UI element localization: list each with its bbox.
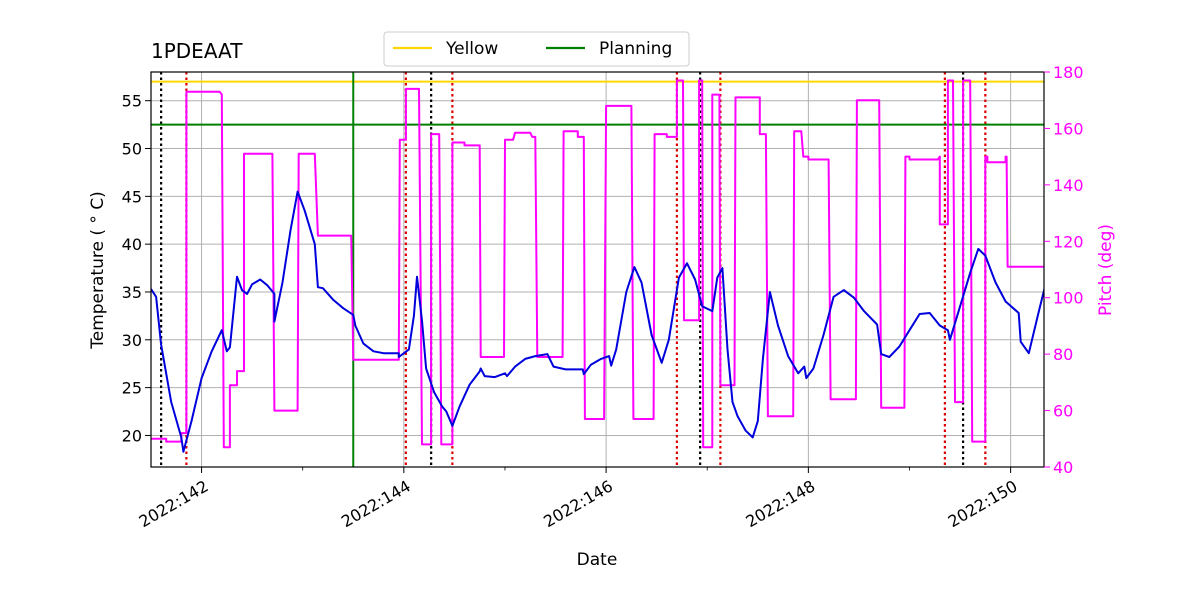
temperature-line [151, 190, 1044, 453]
x-tick-label: 2022:150 [945, 476, 1021, 531]
y2-tick-label: 80 [1053, 345, 1073, 364]
y2-axis-label: Pitch (deg) [1096, 224, 1116, 316]
y-tick-label: 25 [122, 379, 142, 398]
y2-tick-label: 140 [1053, 176, 1084, 195]
y-tick-label: 40 [122, 235, 142, 254]
pitch-line [151, 79, 1044, 449]
legend-label-planning: Planning [599, 39, 672, 59]
y-tick-label: 20 [122, 426, 142, 445]
y2-tick-label: 100 [1053, 289, 1084, 308]
y2-tick-label: 160 [1053, 119, 1084, 138]
x-tick-label: 2022:144 [338, 476, 414, 531]
y2-axis-ticks: 40 60 80 100 120 140 160 180 [1044, 63, 1084, 477]
y-tick-label: 55 [122, 92, 142, 111]
y-tick-label: 50 [122, 140, 142, 159]
y-tick-label: 45 [122, 187, 142, 206]
legend-box [383, 31, 690, 67]
legend: Yellow Planning [383, 31, 690, 67]
y2-tick-label: 180 [1053, 63, 1084, 82]
x-tick-label: 2022:148 [742, 476, 818, 531]
chart-title: 1PDEAAT [151, 39, 243, 63]
y-axis-label: Temperature ( ° C) [88, 191, 108, 350]
y-tick-label: 30 [122, 331, 142, 350]
legend-label-yellow: Yellow [445, 39, 498, 59]
limit-lines [151, 72, 1044, 467]
x-tick-label: 2022:142 [136, 476, 212, 531]
y2-tick-label: 120 [1053, 232, 1084, 251]
x-tick-label: 2022:146 [540, 476, 616, 531]
y-axis-ticks: 20 25 30 35 40 45 50 55 [122, 92, 151, 445]
y2-tick-label: 60 [1053, 402, 1073, 421]
y-tick-label: 35 [122, 283, 142, 302]
x-axis-label: Date [577, 550, 618, 570]
series [151, 79, 1044, 453]
plot-frame [150, 71, 1045, 468]
x-axis-ticks: 2022:142 2022:144 2022:146 2022:148 2022:150 [136, 467, 1021, 531]
y2-tick-label: 40 [1053, 458, 1073, 477]
